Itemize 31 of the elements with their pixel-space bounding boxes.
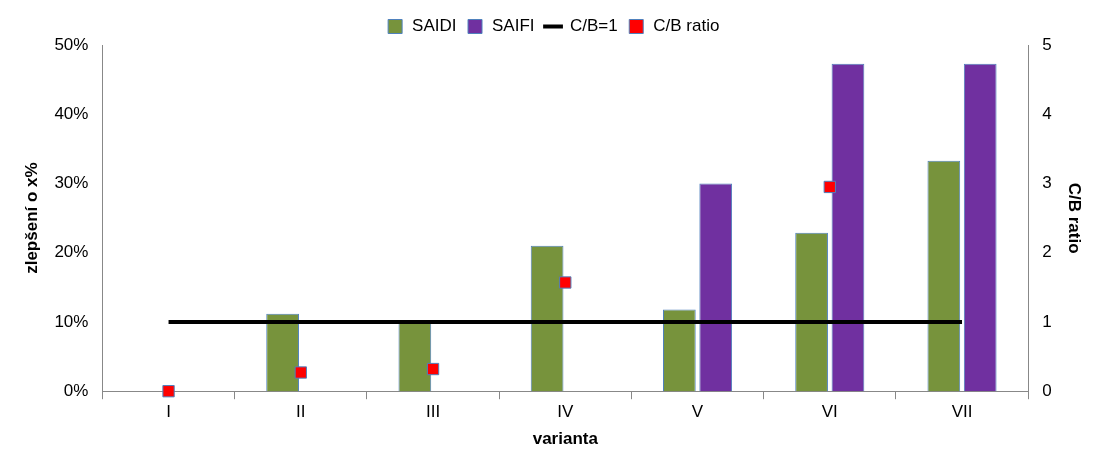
y-tick-label: 30%: [54, 173, 89, 193]
x-axis-title: varianta: [532, 429, 599, 449]
y-tick-label: 10%: [54, 311, 89, 331]
point: [162, 385, 175, 398]
point: [559, 276, 572, 289]
legend-label: SAIFI: [492, 16, 535, 36]
y2-tick-label: 1: [1042, 311, 1052, 331]
y-tick-label: 0%: [63, 380, 89, 400]
y2-tick-label: 5: [1042, 34, 1052, 54]
point: [823, 180, 836, 194]
y2-tick-label: 3: [1042, 173, 1052, 193]
x-tick-label: VI: [821, 402, 838, 422]
x-tick-label: II: [296, 402, 306, 422]
x-tick-label: V: [691, 402, 704, 422]
y2-axis-title: C/B ratio: [1065, 182, 1085, 254]
y2-tick-label: 0: [1042, 380, 1052, 400]
legend-label: C/B=1: [570, 16, 618, 36]
y2-tick-label: 4: [1042, 103, 1052, 123]
x-tick-label: IV: [557, 402, 574, 422]
x-tick-label: I: [166, 402, 171, 422]
legend-label: SAIDI: [412, 16, 457, 36]
y-tick-label: 40%: [54, 103, 89, 123]
x-tick-label: III: [425, 402, 441, 422]
point: [426, 362, 440, 376]
y-axis-title: zlepšení o x%: [21, 162, 41, 274]
point: [294, 366, 307, 379]
y-tick-label: 50%: [54, 34, 89, 54]
legend-label: C/B ratio: [653, 16, 720, 36]
y-tick-label: 20%: [54, 242, 89, 262]
y2-tick-label: 2: [1042, 242, 1052, 262]
x-tick-label: VII: [951, 402, 973, 422]
